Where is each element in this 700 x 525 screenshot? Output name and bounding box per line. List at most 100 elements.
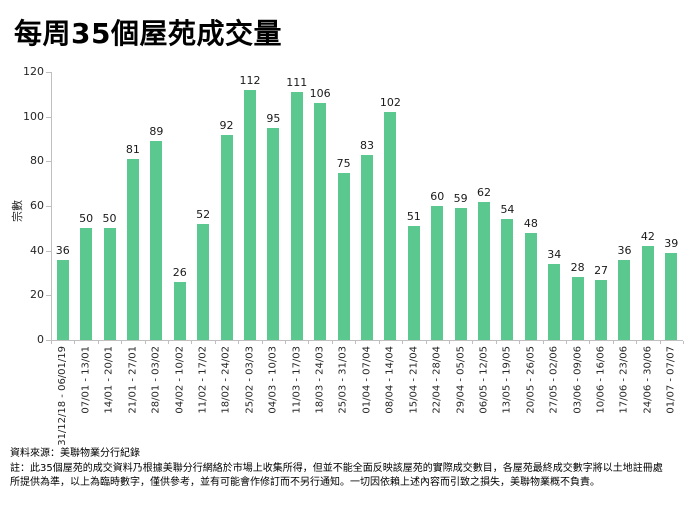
bar xyxy=(524,232,537,340)
x-tick-label-text: 13/05 - 19/05 xyxy=(501,346,513,414)
x-tick-label-text: 18/03 - 24/03 xyxy=(314,346,326,414)
x-axis-tick xyxy=(191,341,193,344)
x-axis-tick xyxy=(238,341,240,344)
x-tick-label-text: 03/06 - 09/06 xyxy=(572,346,584,414)
bar xyxy=(314,103,327,340)
chart-footnote: 資料來源：美聯物業分行紀錄 註：此35個屋苑的成交資料乃根據美聯分行網絡於市場上… xyxy=(10,447,696,491)
x-axis-tick xyxy=(683,341,684,344)
bar xyxy=(595,279,608,340)
bar-value-label: 39 xyxy=(664,236,679,250)
x-tick-label-text: 11/02 - 17/02 xyxy=(197,346,209,414)
bar-value-label: 27 xyxy=(594,263,609,277)
y-tick-label: 120 xyxy=(23,65,44,78)
bar xyxy=(267,127,280,340)
x-axis-tick xyxy=(612,341,614,344)
bar xyxy=(618,259,631,340)
x-axis-tick xyxy=(51,341,52,344)
y-axis-tick xyxy=(46,295,51,297)
bar xyxy=(641,246,654,340)
x-axis-tick xyxy=(308,341,310,344)
x-tick-label-text: 07/01 - 13/01 xyxy=(80,346,92,414)
bar-value-label: 50 xyxy=(102,212,117,226)
x-tick-label-text: 17/06 - 23/06 xyxy=(618,346,630,414)
bar-value-label: 75 xyxy=(336,156,351,170)
bar xyxy=(150,141,163,340)
bar xyxy=(56,259,69,340)
x-tick-label-text: 10/06 - 16/06 xyxy=(595,346,607,414)
chart-title: 每周35個屋苑成交量 xyxy=(14,17,282,50)
note-line-2: 所提供為準，以上為臨時數字，僅供參考，並有可能會作修訂而不另行通知。一切因依賴上… xyxy=(10,477,600,488)
x-axis-tick xyxy=(636,341,638,344)
bar xyxy=(220,134,233,340)
x-tick-label-text: 22/04 - 28/04 xyxy=(431,346,443,414)
bar-value-label: 28 xyxy=(570,261,585,275)
bar-value-label: 62 xyxy=(477,185,492,199)
x-tick-label-text: 01/07 - 07/07 xyxy=(665,346,677,414)
bar xyxy=(126,159,139,340)
y-axis-tick xyxy=(46,72,51,73)
bar xyxy=(290,92,303,340)
x-tick-label-text: 14/01 - 20/01 xyxy=(104,346,116,414)
x-axis-tick xyxy=(97,341,99,344)
bar xyxy=(571,277,584,340)
bar xyxy=(173,281,186,340)
x-axis-tick xyxy=(74,341,76,344)
x-axis-tick xyxy=(448,341,450,344)
bar-value-label: 112 xyxy=(239,73,261,87)
y-axis-tick xyxy=(46,340,51,341)
x-axis-tick xyxy=(402,341,404,344)
x-tick-label-text: 08/04 - 14/04 xyxy=(384,346,396,414)
bar-value-label: 92 xyxy=(219,118,234,132)
x-axis-tick xyxy=(285,341,287,344)
bar-value-label: 81 xyxy=(125,143,140,157)
x-tick-label-text: 11/03 - 17/03 xyxy=(291,346,303,414)
bar xyxy=(361,154,373,340)
x-axis-tick xyxy=(355,341,357,344)
bar-value-label: 51 xyxy=(406,210,421,224)
x-axis-tick xyxy=(121,341,123,344)
x-axis-tick xyxy=(659,341,661,344)
x-axis-tick xyxy=(214,341,216,344)
x-axis-tick xyxy=(331,341,333,344)
x-tick-label-text: 18/02 - 24/02 xyxy=(221,346,233,414)
x-tick-label-text: 25/02 - 03/03 xyxy=(244,346,256,414)
x-tick-label-text: 31/12/18 - 06/01/19 xyxy=(57,346,69,446)
x-axis-tick xyxy=(261,341,263,344)
bar xyxy=(501,219,514,340)
bar xyxy=(80,228,93,340)
x-axis-tick xyxy=(168,341,170,344)
bar xyxy=(431,206,444,340)
bar-value-label: 95 xyxy=(266,111,281,125)
bar-value-label: 89 xyxy=(149,125,164,139)
x-axis-tick xyxy=(472,341,474,344)
bar xyxy=(454,208,467,340)
x-tick-label-text: 24/06 - 30/06 xyxy=(642,346,654,414)
bar xyxy=(337,172,350,340)
bar-value-label: 83 xyxy=(360,138,374,152)
x-axis-line xyxy=(51,340,683,341)
bar-value-label: 36 xyxy=(617,243,632,257)
x-tick-label-text: 01/04 - 07/04 xyxy=(361,346,373,414)
bar-value-label: 111 xyxy=(286,76,308,90)
y-axis-tick xyxy=(46,206,51,207)
x-axis-tick xyxy=(425,341,427,344)
x-axis-tick xyxy=(378,341,380,344)
bar-value-label: 60 xyxy=(430,190,445,203)
x-tick-label-text: 28/01 - 03/02 xyxy=(150,346,162,414)
y-tick-label: 40 xyxy=(30,243,44,257)
bar xyxy=(665,252,678,340)
x-axis-tick xyxy=(144,341,146,344)
bar-value-label: 26 xyxy=(172,265,187,279)
x-tick-label-text: 25/03 - 31/03 xyxy=(338,346,350,414)
note-line-1: 註：此35個屋苑的成交資料乃根據美聯分行網絡於市場上收集所得，但並不能全面反映該… xyxy=(10,462,663,474)
bar-value-label: 106 xyxy=(309,87,331,101)
x-tick-label-text: 29/04 - 05/05 xyxy=(455,346,467,414)
bar xyxy=(407,226,420,340)
x-tick-label-text: 20/05 - 26/05 xyxy=(525,346,537,414)
bar-value-label: 34 xyxy=(547,248,562,262)
y-tick-label: 80 xyxy=(30,154,44,168)
y-axis-line xyxy=(51,72,52,341)
bar-value-label: 42 xyxy=(640,230,655,244)
x-tick-label-text: 04/03 - 10/03 xyxy=(267,346,279,414)
